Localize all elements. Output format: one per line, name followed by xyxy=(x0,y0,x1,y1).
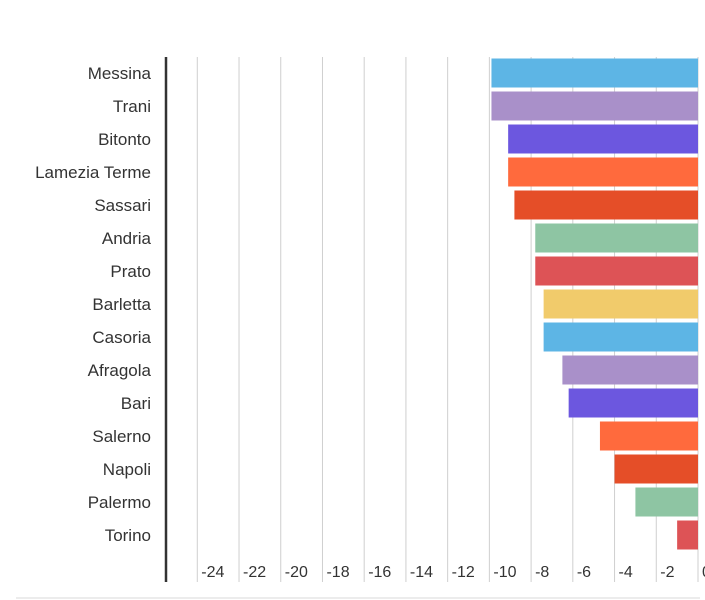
bar xyxy=(535,223,698,253)
category-label: Barletta xyxy=(92,295,151,314)
x-tick-label: -24 xyxy=(201,564,224,581)
bar xyxy=(562,355,698,385)
x-tick-label: -22 xyxy=(243,564,266,581)
category-labels: Messina Trani Bitonto Lamezia Terme Sassari A… xyxy=(35,64,151,545)
x-tick-label: -12 xyxy=(452,564,475,581)
x-tick-label: -18 xyxy=(326,564,349,581)
x-tick-label: -6 xyxy=(577,564,591,581)
bar xyxy=(535,256,698,286)
category-label: Bitonto xyxy=(98,130,151,149)
category-label: Torino xyxy=(105,526,151,545)
category-label: Lamezia Terme xyxy=(35,163,151,182)
category-label: Afragola xyxy=(88,361,152,380)
category-label: Prato xyxy=(110,262,151,281)
x-tick-label: 0 xyxy=(702,564,705,581)
category-label: Salerno xyxy=(92,427,151,446)
bars xyxy=(491,58,698,550)
x-tick-label: -8 xyxy=(535,564,549,581)
x-tick-label: -16 xyxy=(368,564,391,581)
category-label: Sassari xyxy=(94,196,151,215)
bar xyxy=(543,322,698,352)
bar xyxy=(677,520,698,550)
category-label: Trani xyxy=(113,97,151,116)
category-label: Bari xyxy=(121,394,151,413)
category-label: Palermo xyxy=(88,493,151,512)
bar xyxy=(568,388,698,418)
bar xyxy=(514,190,698,220)
category-label: Napoli xyxy=(103,460,151,479)
bar xyxy=(491,58,698,88)
bar xyxy=(543,289,698,319)
x-axis-ticks: -24-22-20-18-16-14-12-10-8-6-4-20 xyxy=(201,564,705,581)
bar xyxy=(599,421,698,451)
x-tick-label: -2 xyxy=(660,564,674,581)
bar xyxy=(491,91,698,121)
category-label: Andria xyxy=(102,229,152,248)
bar xyxy=(508,124,698,154)
bar xyxy=(508,157,698,187)
bar xyxy=(614,454,698,484)
category-label: Messina xyxy=(88,64,152,83)
x-tick-label: -20 xyxy=(285,564,308,581)
bar xyxy=(635,487,698,517)
x-tick-label: -10 xyxy=(493,564,516,581)
category-label: Casoria xyxy=(92,328,151,347)
x-tick-label: -14 xyxy=(410,564,433,581)
x-tick-label: -4 xyxy=(619,564,633,581)
